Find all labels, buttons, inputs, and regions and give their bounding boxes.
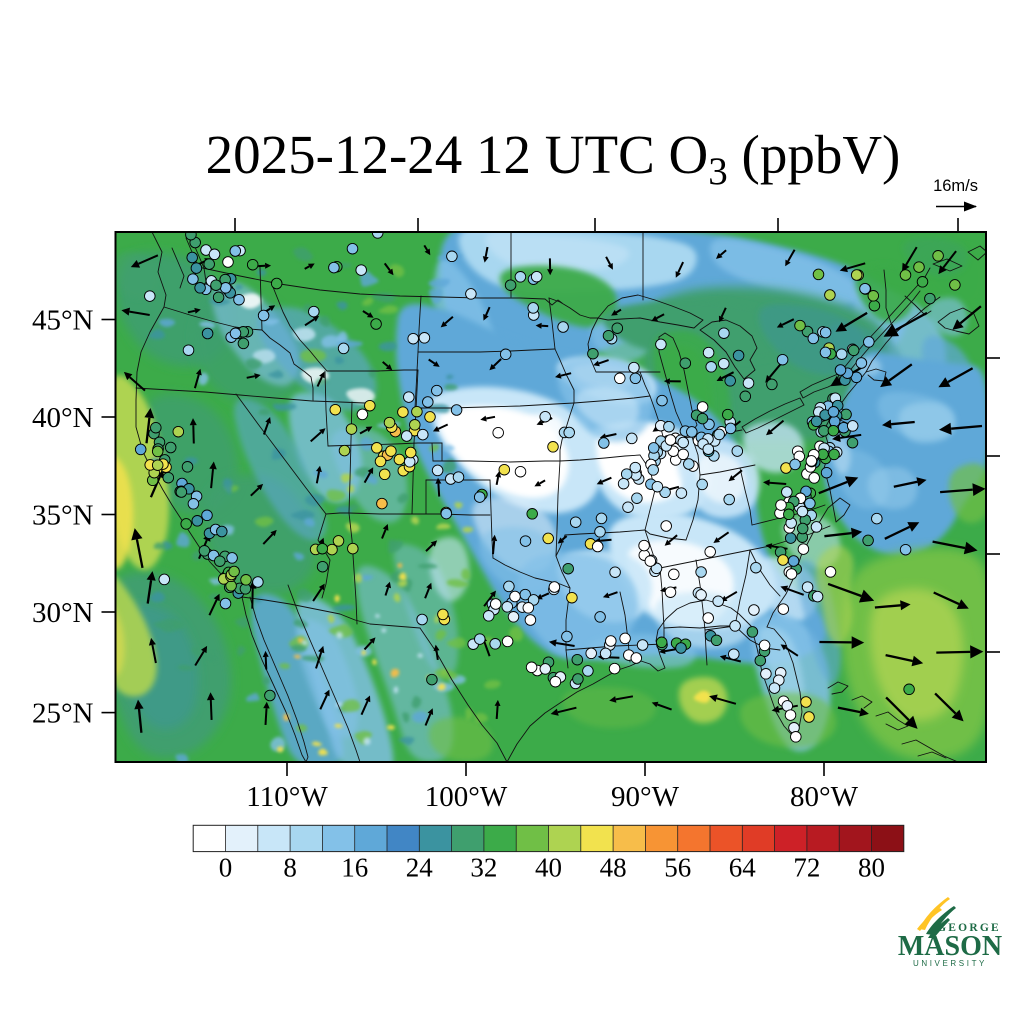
- svg-text:40°N: 40°N: [32, 402, 94, 434]
- svg-text:25°N: 25°N: [32, 698, 94, 730]
- svg-text:8: 8: [283, 853, 297, 883]
- svg-text:48: 48: [600, 853, 627, 883]
- svg-text:16: 16: [341, 853, 368, 883]
- svg-text:80: 80: [858, 853, 885, 883]
- svg-text:110°W: 110°W: [246, 781, 328, 813]
- svg-text:UNIVERSITY: UNIVERSITY: [913, 959, 987, 968]
- svg-text:90°W: 90°W: [611, 781, 680, 813]
- svg-text:80°W: 80°W: [790, 781, 859, 813]
- svg-text:100°W: 100°W: [425, 781, 508, 813]
- svg-text:MASON: MASON: [898, 931, 1002, 962]
- svg-text:0: 0: [219, 853, 233, 883]
- svg-text:24: 24: [406, 853, 434, 883]
- svg-text:72: 72: [793, 853, 820, 883]
- svg-text:56: 56: [664, 853, 691, 883]
- svg-text:35°N: 35°N: [32, 500, 94, 532]
- svg-text:45°N: 45°N: [32, 305, 94, 337]
- svg-text:32: 32: [470, 853, 497, 883]
- svg-text:2025-12-24 12 UTC O3 (ppbV): 2025-12-24 12 UTC O3 (ppbV): [206, 124, 901, 193]
- svg-text:64: 64: [729, 853, 757, 883]
- svg-text:16m/s: 16m/s: [933, 177, 978, 195]
- svg-text:GEORGE: GEORGE: [937, 922, 1001, 934]
- svg-text:30°N: 30°N: [32, 597, 94, 629]
- svg-text:40: 40: [535, 853, 562, 883]
